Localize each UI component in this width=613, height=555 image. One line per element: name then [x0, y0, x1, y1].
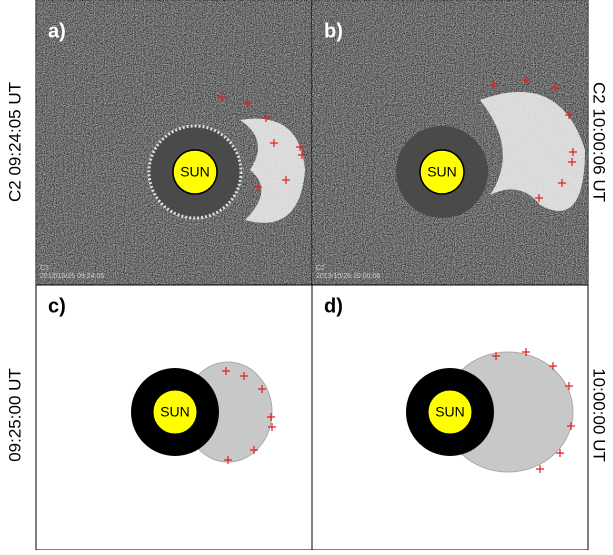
sun-label: SUN [160, 404, 190, 420]
side-label: 09:25:00 UT [5, 368, 24, 462]
sun [172, 149, 218, 195]
panel-label: c) [48, 295, 66, 317]
sun-label: SUN [435, 404, 465, 420]
caption: C3 [40, 265, 49, 272]
markers [492, 348, 575, 473]
panel-a: SUN a) C3 2013/10/26 09:24:05 [35, 0, 313, 286]
cme [240, 118, 305, 223]
panel-label: d) [324, 295, 343, 317]
sun [427, 389, 473, 435]
side-label: C2 10:00:06 UT [590, 82, 609, 202]
markers [218, 93, 306, 191]
panel-label: b) [324, 20, 343, 42]
side-label: C2 09:24:05 UT [5, 82, 24, 202]
panel-c: SUN c) [35, 284, 313, 551]
sun [419, 149, 465, 195]
markers [222, 367, 276, 464]
sun [152, 389, 198, 435]
sun-label: SUN [427, 164, 457, 180]
panel-label: a) [48, 20, 66, 42]
side-label: 10:00:00 UT [590, 368, 609, 462]
caption: 2013/10/26 09:24:05 [40, 273, 104, 280]
caption: 2013/10/26 10:00:06 [316, 273, 380, 280]
caption: C2 [316, 265, 325, 272]
panel-b: SUN b) C2 2013/10/26 10:00:06 [311, 0, 589, 286]
sun-label: SUN [180, 164, 210, 180]
markers [490, 76, 577, 202]
panel-d: SUN d) [311, 284, 589, 551]
cme [480, 91, 585, 211]
